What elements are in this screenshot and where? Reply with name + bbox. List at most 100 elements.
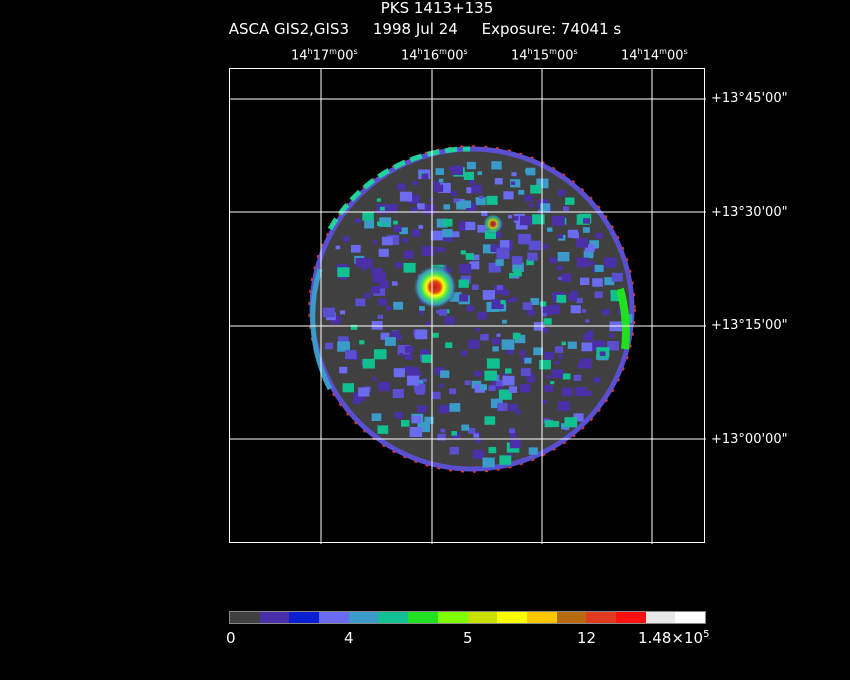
noise-pixel	[573, 413, 584, 422]
noise-pixel	[373, 272, 386, 283]
noise-pixel	[380, 332, 390, 340]
noise-pixel	[506, 298, 512, 303]
noise-pixel	[544, 420, 554, 428]
noise-pixel	[376, 198, 381, 202]
noise-pixel	[378, 381, 390, 392]
noise-pixel	[397, 344, 411, 355]
noise-pixel	[451, 431, 457, 436]
noise-pixel	[564, 417, 578, 428]
noise-pixel	[490, 398, 503, 409]
noise-pixel	[412, 181, 419, 186]
noise-pixel	[505, 368, 512, 374]
noise-pixel	[342, 236, 350, 242]
noise-pixel	[488, 447, 497, 454]
noise-pixel	[529, 203, 535, 208]
noise-pixel	[539, 359, 551, 370]
noise-pixel	[440, 428, 446, 433]
noise-pixel	[479, 384, 487, 391]
noise-pixel	[488, 262, 501, 273]
noise-pixel	[530, 298, 540, 305]
noise-pixel	[557, 401, 570, 411]
noise-pixel	[557, 189, 566, 196]
noise-pixel	[407, 367, 419, 377]
noise-pixel	[403, 262, 416, 273]
colorbar-swatch	[467, 612, 498, 623]
noise-pixel	[497, 402, 508, 412]
noise-pixel	[381, 236, 393, 246]
noise-pixel	[403, 366, 411, 373]
noise-pixel	[575, 387, 587, 397]
noise-pixel	[424, 416, 434, 424]
colorbar-label: 0	[226, 629, 236, 647]
noise-pixel	[372, 377, 378, 381]
noise-pixel	[525, 167, 536, 176]
noise-pixel	[484, 230, 496, 239]
noise-pixel	[548, 304, 560, 315]
noise-pixel	[501, 339, 515, 350]
noise-pixel	[513, 213, 525, 223]
noise-pixel	[494, 232, 502, 238]
noise-pixel	[503, 191, 514, 200]
noise-pixel	[484, 370, 497, 381]
noise-pixel	[533, 347, 543, 356]
noise-pixel	[589, 261, 595, 266]
noise-pixel	[484, 416, 496, 425]
noise-pixel	[592, 340, 605, 351]
noise-pixel	[351, 244, 361, 253]
noise-pixel	[417, 379, 424, 385]
noise-pixel	[592, 278, 603, 287]
noise-pixel	[520, 215, 532, 226]
noise-pixel	[433, 184, 444, 193]
noise-pixel	[378, 248, 389, 257]
noise-pixel	[502, 375, 515, 386]
noise-pixel	[396, 335, 402, 340]
x-ray-source	[413, 265, 457, 309]
colorbar-swatch	[230, 612, 260, 623]
noise-pixel	[358, 387, 370, 397]
noise-pixel	[540, 306, 551, 314]
noise-pixel	[519, 350, 526, 356]
colorbar-label: 5	[463, 629, 473, 647]
noise-pixel	[469, 180, 475, 185]
noise-pixel	[406, 375, 420, 386]
noise-pixel	[443, 204, 451, 210]
noise-pixel	[542, 244, 549, 250]
noise-pixel	[528, 447, 538, 455]
noise-pixel	[502, 319, 507, 324]
noise-pixel	[581, 309, 587, 313]
noise-pixel	[511, 172, 517, 177]
noise-pixel	[583, 333, 593, 341]
noise-pixel	[379, 217, 392, 227]
noise-pixel	[394, 412, 403, 419]
noise-pixel	[508, 428, 516, 434]
noise-pixel	[456, 201, 466, 210]
noise-pixel	[420, 351, 425, 355]
noise-pixel	[520, 384, 531, 393]
noise-pixel	[464, 380, 471, 386]
noise-pixel	[448, 166, 453, 171]
noise-pixel	[571, 232, 579, 239]
noise-pixel	[352, 398, 361, 405]
noise-pixel	[443, 218, 453, 227]
noise-pixel	[425, 321, 430, 325]
noise-pixel	[491, 161, 502, 170]
noise-pixel	[359, 340, 365, 345]
noise-pixel	[362, 358, 375, 369]
noise-pixel	[520, 368, 531, 377]
noise-pixel	[526, 376, 535, 383]
noise-pixel	[355, 257, 368, 268]
noise-pixel	[430, 230, 443, 241]
ra-label: 14h15m00s	[511, 47, 578, 64]
noise-pixel	[477, 224, 487, 233]
noise-pixel	[540, 203, 551, 212]
noise-pixel	[362, 267, 367, 271]
colorbar-swatch	[437, 612, 468, 623]
noise-pixel	[377, 425, 389, 434]
noise-pixel	[527, 309, 535, 316]
noise-pixel	[449, 388, 457, 395]
noise-pixel	[421, 246, 435, 257]
noise-pixel	[393, 225, 402, 232]
noise-pixel	[501, 289, 510, 296]
noise-pixel	[496, 379, 504, 387]
noise-pixel	[436, 310, 441, 314]
